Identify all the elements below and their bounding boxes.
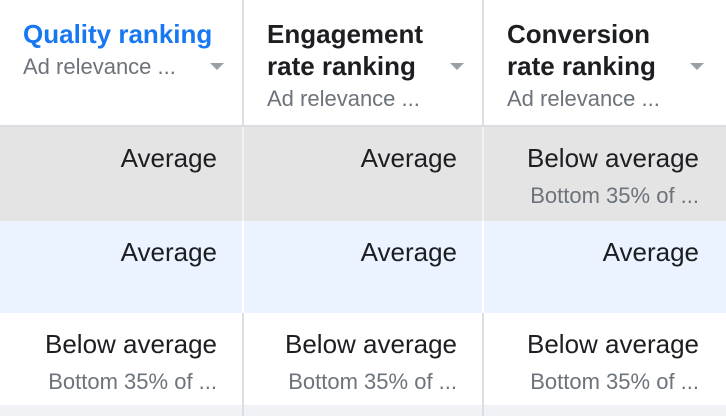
ranking-detail[interactable]: Bottom 35% of ...: [48, 369, 217, 394]
table-cell: Average: [244, 127, 484, 221]
ranking-value: Average: [360, 237, 457, 267]
table-row[interactable]: Below average Bottom 35% of ... Below av…: [0, 313, 726, 405]
column-subtitle: Ad relevance ...: [507, 86, 660, 111]
ranking-detail[interactable]: Bottom 35% of ...: [530, 369, 699, 394]
column-header-quality-ranking[interactable]: Quality ranking Ad relevance ...: [0, 0, 244, 125]
ranking-value: Average: [602, 237, 699, 267]
ranking-value: Below average: [527, 329, 699, 359]
ranking-value: Below average: [285, 329, 457, 359]
table-row[interactable]: Average Average Below average Bottom 35%…: [0, 127, 726, 221]
ranking-value: Below average: [45, 329, 217, 359]
table-row[interactable]: Average Average Average: [0, 221, 726, 313]
ranking-value: Average: [120, 237, 217, 267]
ranking-value: Average: [120, 143, 217, 173]
chevron-down-icon[interactable]: [210, 63, 224, 70]
table-header: Quality ranking Ad relevance ... Engagem…: [0, 0, 726, 127]
ranking-value: Average: [360, 143, 457, 173]
column-title: Engagement rate ranking: [267, 19, 424, 81]
column-title: Conversion rate ranking: [507, 19, 656, 81]
table-cell: Average: [244, 221, 484, 313]
column-header-engagement-rate-ranking[interactable]: Engagement rate ranking Ad relevance ...: [244, 0, 484, 125]
chevron-down-icon[interactable]: [450, 63, 464, 70]
table-cell: Below average Bottom 35% of ...: [484, 313, 726, 405]
column-title: Quality ranking: [23, 19, 213, 49]
table-row: [0, 405, 726, 416]
table-cell: [484, 405, 726, 416]
table-cell: Average: [0, 221, 244, 313]
column-subtitle: Ad relevance ...: [267, 86, 420, 111]
table-cell: [0, 405, 244, 416]
table-cell: Below average Bottom 35% of ...: [0, 313, 244, 405]
column-header-conversion-rate-ranking[interactable]: Conversion rate ranking Ad relevance ...: [484, 0, 726, 125]
column-subtitle: Ad relevance ...: [23, 54, 176, 79]
table-cell: Average: [484, 221, 726, 313]
ranking-detail[interactable]: Bottom 35% of ...: [530, 183, 699, 208]
ranking-detail[interactable]: Bottom 35% of ...: [288, 369, 457, 394]
table-cell: Below average Bottom 35% of ...: [484, 127, 726, 221]
table-cell: [244, 405, 484, 416]
table-cell: Below average Bottom 35% of ...: [244, 313, 484, 405]
chevron-down-icon[interactable]: [690, 63, 704, 70]
table-cell: Average: [0, 127, 244, 221]
ranking-value: Below average: [527, 143, 699, 173]
